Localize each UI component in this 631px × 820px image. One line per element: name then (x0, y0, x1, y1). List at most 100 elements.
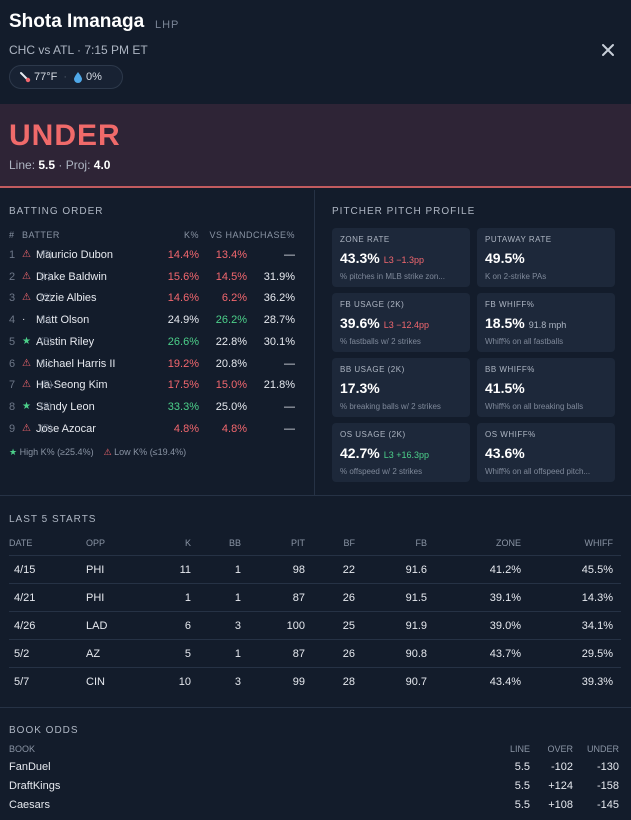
start-cell-pit: 98 (292, 564, 305, 576)
batter-row[interactable]: 2 ⚠ Drake Baldwin (L) 15.6% 14.5% 31.9% (9, 271, 299, 293)
start-cell-date: 4/15 (14, 564, 36, 576)
batter-vs-hand: 25.0% (215, 400, 247, 413)
book-over: +108 (548, 799, 573, 811)
start-cell-whiff: 14.3% (581, 592, 613, 604)
close-icon[interactable] (601, 43, 615, 57)
col-header-over: OVER (547, 744, 573, 754)
last-starts-header: DATE OPP K BB PIT BF FB ZONE WHIFF (9, 538, 621, 554)
card-description: % breaking balls w/ 2 strikes (340, 402, 441, 411)
batter-number: 1 (9, 249, 16, 261)
batter-number: 6 (9, 357, 16, 370)
warning-icon: ⚠ (22, 292, 31, 304)
batter-number: 7 (9, 379, 16, 392)
start-row[interactable]: 5/2 AZ 5 1 87 26 90.8 43.7% 29.5% (9, 639, 621, 667)
card-value: 18.5% 91.8 mph (485, 315, 607, 331)
card-value: 43.6% (485, 445, 607, 461)
col-header-pit: PIT (290, 538, 305, 548)
warning-icon: ⚠ (22, 270, 31, 282)
start-cell-zone: 43.4% (489, 676, 521, 688)
book-line: 5.5 (514, 761, 530, 773)
start-cell-bb: 3 (234, 676, 241, 688)
star-icon: ★ (22, 335, 31, 347)
pitch-stat-card: BB USAGE (2K) 17.3% % breaking balls w/ 2 … (332, 358, 470, 417)
batter-hand: (S) (40, 292, 52, 303)
book-name: Caesars (9, 799, 50, 811)
start-row[interactable]: 5/7 CIN 10 3 99 28 90.7 43.4% 39.3% (9, 667, 621, 695)
warning-icon: ⚠ (22, 422, 31, 434)
batter-row[interactable]: 7 ⚠ Ha-Seong Kim (R) 17.5% 15.0% 21.8% (9, 379, 299, 401)
start-cell-whiff: 45.5% (581, 564, 613, 576)
card-value-text: 43.6% (485, 445, 525, 461)
start-cell-pit: 99 (292, 676, 305, 688)
batter-hand: (S) (40, 400, 52, 411)
card-value: 39.6% L3 −12.4pp (340, 315, 462, 331)
batter-row[interactable]: 5 ★ Austin Riley (R) 26.6% 22.8% 30.1% (9, 336, 299, 358)
pitch-profile-section: PITCHER PITCH PROFILE ZONE RATE 43.3% L3 −… (332, 206, 622, 482)
pitch-stat-card: FB USAGE (2K) 39.6% L3 −12.4pp % fastballs … (332, 293, 470, 352)
player-name: Shota Imanaga (9, 11, 145, 32)
batter-row[interactable]: 9 ⚠ Jose Azocar (R) 4.8% 4.8% — (9, 423, 299, 445)
book-row[interactable]: DraftKings 5.5 +124 -158 (9, 780, 621, 799)
start-row[interactable]: 4/26 LAD 6 3 100 25 91.9 39.0% 34.1% (9, 611, 621, 639)
batter-chase-pct: 30.1% (263, 335, 295, 348)
start-cell-pit: 87 (292, 648, 305, 660)
card-delta: 91.8 mph (528, 320, 567, 330)
card-description: Whiff% on all breaking balls (485, 402, 584, 411)
batter-number: 5 (9, 335, 16, 348)
card-value: 43.3% L3 −1.3pp (340, 250, 462, 266)
card-value-text: 17.3% (340, 380, 380, 396)
start-cell-date: 4/26 (14, 620, 36, 632)
card-label: FB USAGE (2K) (340, 300, 405, 309)
start-cell-k: 1 (184, 592, 191, 604)
star-icon: ★ (9, 447, 18, 457)
card-value: 41.5% (485, 380, 607, 396)
close-button[interactable] (598, 40, 618, 60)
card-label: PUTAWAY RATE (485, 235, 552, 244)
batter-row[interactable]: 4 · Matt Olson (L) 24.9% 26.2% 28.7% (9, 314, 299, 336)
line-projection: Line: 5.5 · Proj: 4.0 (9, 158, 110, 172)
card-delta: L3 −12.4pp (383, 320, 429, 330)
batter-k-pct: 19.2% (167, 357, 199, 370)
batter-name-text: Austin Riley (36, 335, 95, 348)
batter-vs-hand: 4.8% (221, 422, 247, 435)
last-starts-section: LAST 5 STARTS DATE OPP K BB PIT BF FB ZONE WHIFF… (9, 514, 621, 688)
batter-row[interactable]: 6 ⚠ Michael Harris II (L) 19.2% 20.8% — (9, 358, 299, 380)
warning-icon: ⚠ (22, 357, 31, 369)
col-header-k: K% (183, 230, 199, 240)
batter-number: 9 (9, 422, 16, 435)
book-name: DraftKings (9, 780, 61, 792)
start-row[interactable]: 4/15 PHI 11 1 98 22 91.6 41.2% 45.5% (9, 555, 621, 583)
book-row[interactable]: Caesars 5.5 +108 -145 (9, 799, 621, 818)
card-description: Whiff% on all fastballs (485, 337, 564, 346)
pitcher-hand: LHP (155, 19, 180, 31)
pick-label: UNDER (9, 119, 121, 152)
section-divider (0, 495, 631, 496)
card-description: K on 2-strike PAs (485, 272, 547, 281)
col-header-under: UNDER (586, 744, 619, 754)
start-cell-whiff: 29.5% (581, 648, 613, 660)
batter-k-pct: 17.5% (167, 379, 199, 392)
batter-k-pct: 26.6% (167, 335, 199, 348)
batter-chase-pct: 31.9% (263, 270, 295, 283)
card-label: BB USAGE (2K) (340, 365, 405, 374)
batter-hand: (L) (40, 314, 51, 325)
batter-row[interactable]: 1 ⚠ Mauricio Dubon (R) 14.4% 13.4% — (9, 249, 299, 271)
start-row[interactable]: 4/21 PHI 1 1 87 26 91.5 39.1% 14.3% (9, 583, 621, 611)
card-value-text: 39.6% (340, 315, 380, 331)
col-header-bf: BF (343, 538, 355, 548)
book-under: -158 (596, 780, 619, 792)
thermometer-icon (20, 72, 31, 83)
card-value-text: 43.3% (340, 250, 380, 266)
batter-vs-hand: 20.8% (215, 357, 247, 370)
droplet-icon (74, 72, 83, 83)
start-cell-zone: 39.1% (489, 592, 521, 604)
pitch-stat-card: ZONE RATE 43.3% L3 −1.3pp % pitches in MLB … (332, 228, 470, 287)
neutral-dot-icon: · (22, 314, 26, 326)
batter-chase-pct: — (284, 357, 295, 370)
batter-row[interactable]: 3 ⚠ Ozzie Albies (S) 14.6% 6.2% 36.2% (9, 292, 299, 314)
batter-row[interactable]: 8 ★ Sandy Leon (S) 33.3% 25.0% — (9, 401, 299, 423)
book-row[interactable]: FanDuel 5.5 -102 -130 (9, 761, 621, 780)
line-label: Line: (9, 158, 36, 172)
batter-number: 4 (9, 314, 16, 327)
separator-dot: · (58, 158, 66, 172)
